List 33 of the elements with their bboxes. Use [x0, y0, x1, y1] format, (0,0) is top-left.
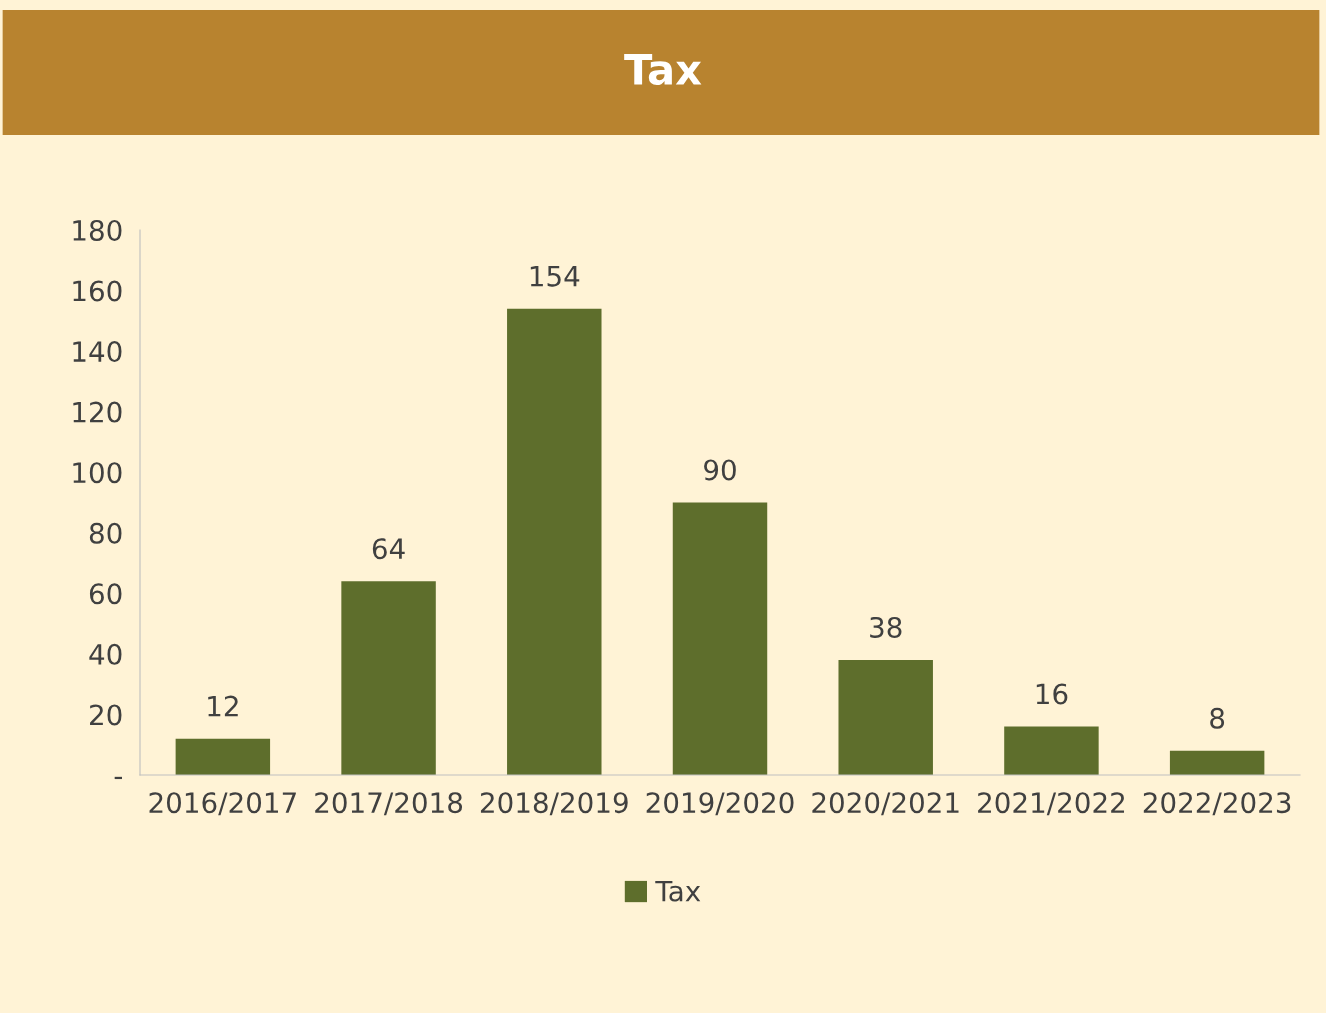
y-tick-label: 40: [89, 643, 122, 665]
bar: [175, 738, 271, 775]
bar: [1004, 726, 1099, 775]
bar: [1169, 750, 1265, 775]
x-tick-label: 2022/2023: [1143, 792, 1291, 816]
bar: [672, 502, 768, 775]
data-label: 8: [1210, 707, 1225, 729]
y-tick-label: 80: [89, 522, 122, 544]
data-label: 90: [704, 459, 736, 481]
y-tick-label: 100: [73, 462, 122, 484]
data-label: 154: [530, 266, 580, 287]
legend-label: Tax: [655, 880, 701, 902]
x-tick-label: 2020/2021: [812, 792, 959, 816]
data-label: 64: [372, 538, 405, 560]
data-label: 38: [870, 616, 902, 638]
bar: [838, 659, 933, 775]
bar: [507, 308, 602, 775]
y-tick-label: 180: [73, 219, 122, 241]
y-tick-label: 140: [73, 341, 122, 363]
y-tick-label: 160: [73, 280, 122, 302]
data-label: 12: [208, 695, 238, 717]
y-tick-label: 20: [90, 704, 122, 726]
data-label: 16: [1036, 683, 1068, 705]
chart-title: Tax: [624, 54, 702, 86]
y-tick-label: 60: [89, 583, 122, 605]
x-tick-label: 2021/2022: [978, 792, 1125, 816]
x-tick-label: 2017/2018: [315, 792, 463, 816]
x-tick-label: 2016/2017: [149, 792, 296, 816]
x-tick-label: 2019/2020: [646, 792, 794, 816]
x-tick-label: 2018/2019: [480, 792, 628, 816]
y-tick-label: -: [114, 776, 122, 780]
y-tick-label: 120: [73, 401, 122, 423]
bar: [341, 581, 436, 775]
